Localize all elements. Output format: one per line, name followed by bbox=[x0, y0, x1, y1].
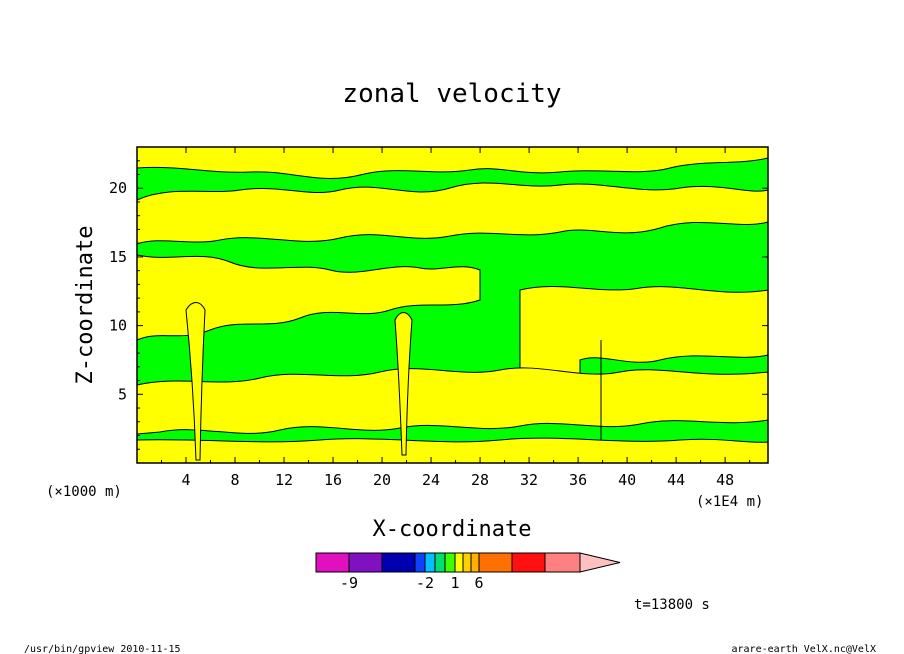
colorbar-swatch bbox=[544, 552, 581, 573]
colorbar-tick-labels: -9 -2 1 6 bbox=[340, 574, 484, 592]
contour-fields bbox=[137, 147, 768, 463]
x-tick-label: 20 bbox=[373, 471, 391, 489]
plume-left bbox=[185, 302, 206, 461]
contour-region-upper bbox=[137, 182, 768, 245]
colorbar-swatch bbox=[434, 552, 446, 573]
footer-left: /usr/bin/gpview 2010-11-15 bbox=[24, 644, 181, 654]
x-tick-label: 40 bbox=[618, 471, 636, 489]
x-tick-label: 44 bbox=[667, 471, 685, 489]
y-tick-label: 10 bbox=[109, 317, 127, 335]
contour-region-bottom bbox=[137, 437, 768, 463]
colorbar-swatch bbox=[348, 552, 383, 573]
colorbar-swatch bbox=[511, 552, 546, 573]
plume-center bbox=[394, 312, 413, 456]
footer-right: arare-earth_VelX.nc@VelX bbox=[732, 644, 877, 654]
x-tick-label: 28 bbox=[471, 471, 489, 489]
x-scale-label: (×1E4 m) bbox=[696, 494, 763, 510]
colorbar-swatch bbox=[470, 552, 480, 573]
colorbar-arrow bbox=[579, 552, 621, 573]
chart-title: zonal velocity bbox=[342, 79, 561, 109]
colorbar bbox=[315, 552, 621, 573]
x-tick-label: 48 bbox=[716, 471, 734, 489]
y-tick-label: 15 bbox=[109, 248, 127, 266]
contour-region-lower bbox=[137, 367, 768, 435]
colorbar-label: 1 bbox=[450, 574, 459, 592]
x-unit-label: (×1000 m) bbox=[46, 484, 122, 500]
x-tick-label: 12 bbox=[275, 471, 293, 489]
colorbar-swatch bbox=[454, 552, 464, 573]
x-axis-title: X-coordinate bbox=[373, 517, 532, 542]
contour-region-middle bbox=[137, 254, 481, 341]
y-axis-title: Z-coordinate bbox=[73, 226, 98, 385]
colorbar-label: -9 bbox=[340, 574, 358, 592]
x-tick-label: 16 bbox=[324, 471, 342, 489]
colorbar-swatch bbox=[381, 552, 416, 573]
colorbar-swatch bbox=[478, 552, 513, 573]
colorbar-swatch bbox=[444, 552, 456, 573]
x-tick-label: 32 bbox=[520, 471, 538, 489]
plot-frame bbox=[136, 146, 769, 464]
y-tick-label: 20 bbox=[109, 179, 127, 197]
colorbar-swatch bbox=[462, 552, 472, 573]
colorbar-swatch bbox=[424, 552, 436, 573]
colorbar-swatch bbox=[414, 552, 426, 573]
time-label: t=13800 s bbox=[634, 597, 710, 613]
y-tick-label: 5 bbox=[118, 385, 127, 403]
y-axis: 5 10 15 20 bbox=[109, 160, 768, 450]
x-tick-label: 24 bbox=[422, 471, 440, 489]
x-tick-label: 36 bbox=[569, 471, 587, 489]
x-axis: 4 8 12 16 20 24 28 32 36 40 44 48 bbox=[161, 147, 751, 489]
colorbar-label: -2 bbox=[416, 574, 434, 592]
colorbar-swatch bbox=[315, 552, 350, 573]
x-tick-label: 4 bbox=[181, 471, 190, 489]
x-tick-label: 8 bbox=[231, 471, 240, 489]
colorbar-label: 6 bbox=[474, 574, 483, 592]
contour-region-top bbox=[137, 147, 768, 179]
